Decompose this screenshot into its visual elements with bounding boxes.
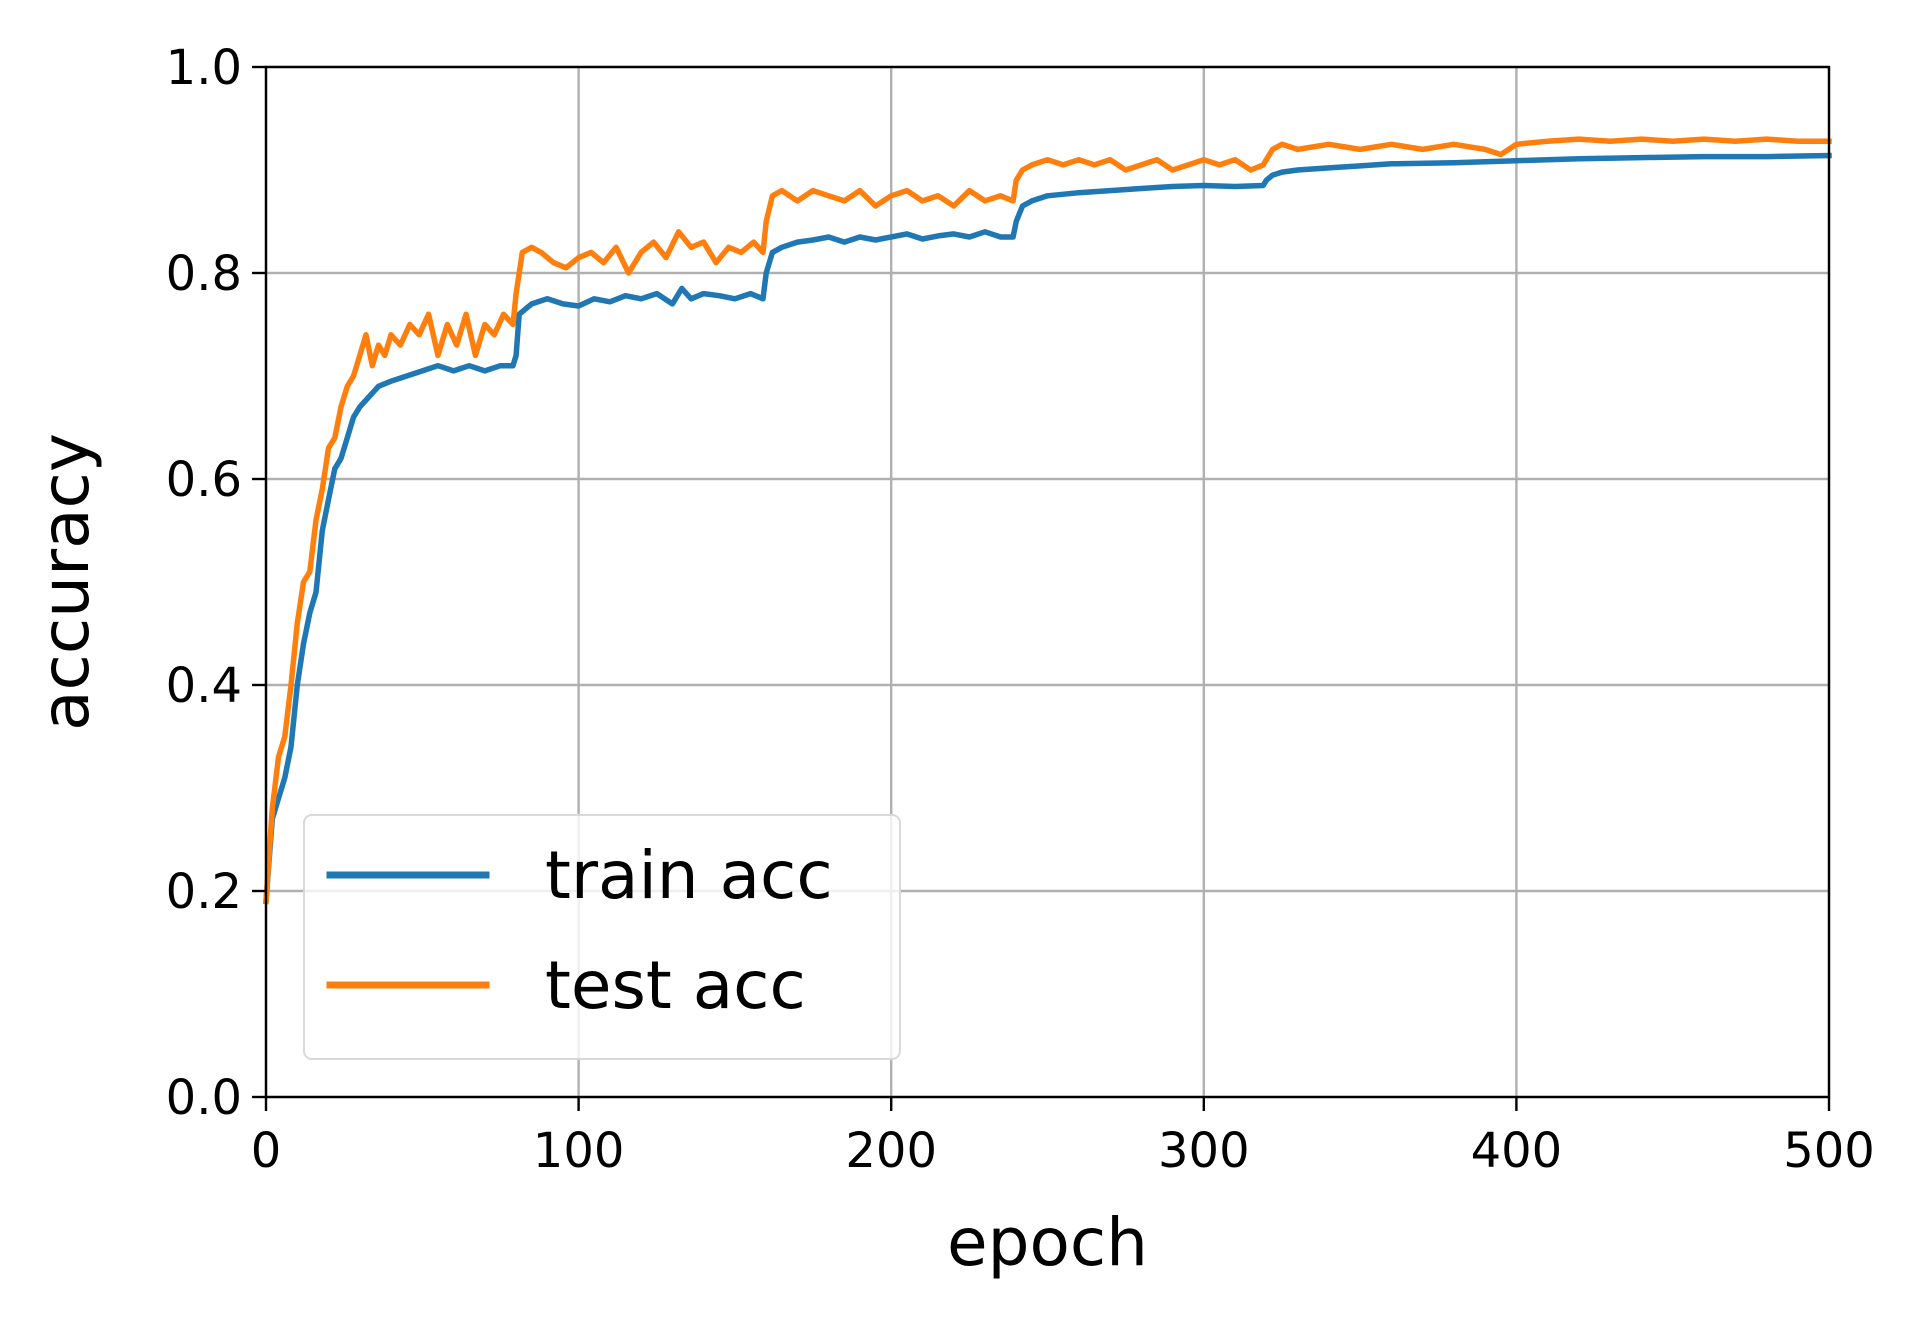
plot-frame [264,65,1831,1099]
y-tick-label: 0.6 [166,452,242,508]
legend: train acc test acc [303,814,901,1060]
x-tick-label: 0 [251,1123,282,1179]
y-axis-label: accuracy [27,433,104,731]
series-line-train-acc [263,152,1832,905]
series-layer [263,136,1832,905]
x-tick-label: 300 [1158,1123,1250,1179]
x-axis-label: epoch [947,1204,1148,1281]
legend-label-train-acc: train acc [545,837,833,914]
x-tick-label: 100 [533,1123,625,1179]
y-tick-label: 0.0 [166,1070,242,1126]
x-tick-label: 200 [845,1123,937,1179]
x-tick-label: 500 [1783,1123,1875,1179]
x-axis: 0 100 200 300 400 500 [251,1097,1875,1179]
y-tick-label: 0.2 [166,864,242,920]
y-tick-label: 0.8 [166,246,242,302]
legend-label-test-acc: test acc [545,947,806,1024]
x-tick-label: 400 [1471,1123,1563,1179]
y-tick-label: 1.0 [166,40,242,96]
y-axis: 0.0 0.2 0.4 0.6 0.8 1.0 [166,40,266,1126]
series-line-test-acc [263,136,1832,905]
y-tick-label: 0.4 [166,658,242,714]
